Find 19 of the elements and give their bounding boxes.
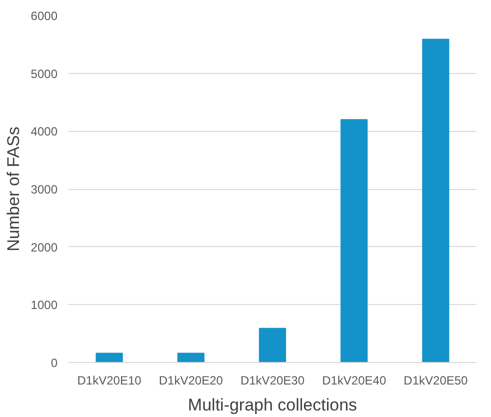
y-tick-label: 2000 [30,240,58,254]
bar [258,328,286,362]
bar [96,352,123,362]
bar [177,352,204,362]
x-axis-title: Multi-graph collections [188,396,358,414]
x-tick-label: D1kV20E40 [322,374,386,388]
bar [340,119,368,362]
y-tick-label: 1000 [30,298,58,312]
y-tick-label: 4000 [30,124,58,139]
x-tick-label: D1kV20E30 [240,374,305,388]
y-tick-label: 0 [50,356,58,370]
y-tick-label: 3000 [30,182,58,196]
y-tick-label: 5000 [30,66,58,81]
x-tick-label: D1kV20E20 [158,374,224,388]
y-axis-title: Number of FASs [4,126,23,252]
x-tick-label: D1kV20E10 [77,374,142,388]
x-tick-label: D1kV20E50 [404,374,468,388]
y-tick-label: 6000 [30,9,58,23]
bar [422,38,450,362]
